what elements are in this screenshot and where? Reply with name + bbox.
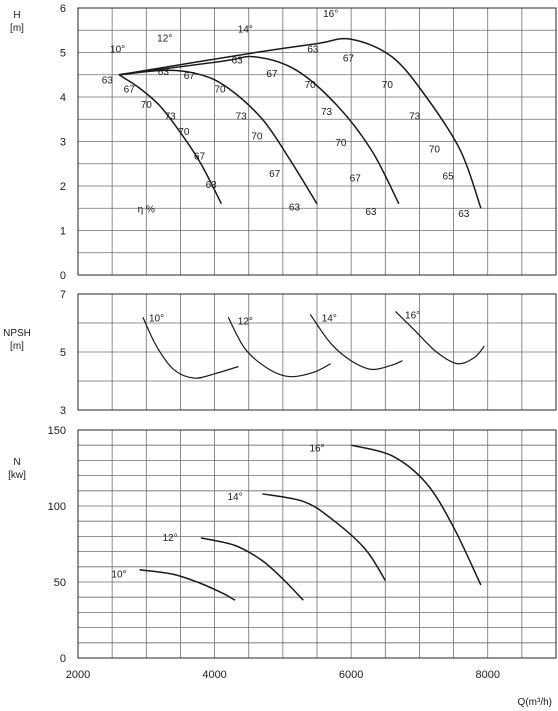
curve-annotation: 70 (214, 85, 226, 96)
x-tick-label: 2000 (66, 669, 90, 681)
curve-annotation: 14° (227, 492, 242, 503)
y-tick-label: 100 (48, 501, 66, 513)
curve-annotation: 16° (323, 9, 338, 20)
curve-annotation: 67 (269, 169, 281, 180)
panel-frame (77, 429, 557, 659)
curve-annotation: 65 (443, 171, 455, 182)
y-tick-label: 3 (60, 137, 66, 149)
curve-annotation: 63 (206, 180, 218, 191)
y-tick-label: 5 (60, 347, 66, 359)
series-line-h-0 (118, 74, 223, 205)
curve-annotation: 67 (194, 151, 206, 162)
y-tick-label: 3 (60, 405, 66, 417)
y-tick-label: 7 (60, 289, 66, 301)
curve-annotation: 67 (350, 174, 362, 185)
curve-annotation: 63 (289, 202, 301, 213)
series-line-h-3 (118, 37, 482, 209)
curve-annotation: 73 (236, 111, 248, 122)
curve-annotation: 63 (158, 67, 170, 78)
grid-layer (77, 7, 557, 659)
series-line-n-3 (350, 444, 482, 586)
series-line-n-0 (139, 569, 236, 601)
curve-annotation: 12° (163, 533, 178, 544)
series-line-npsh-3 (395, 310, 485, 365)
curve-annotation: 70 (382, 80, 394, 91)
curve-annotation: 70 (305, 80, 317, 91)
curve-annotation: 63 (102, 76, 114, 87)
curve-annotation: 67 (266, 69, 278, 80)
curve-annotation: 63 (307, 45, 319, 56)
curve-annotation: 73 (409, 111, 421, 122)
curve-annotation: 67 (343, 53, 355, 64)
curve-annotation: 16° (309, 443, 324, 454)
y-tick-label: 4 (60, 92, 66, 104)
panel-frame (77, 7, 557, 276)
y-tick-label: 1 (60, 226, 66, 238)
axis-names: H [m] NPSH [m] N [kw] Q(m³/h) (3, 10, 552, 708)
curve-annotation: 10° (111, 569, 126, 580)
y-tick-label: 5 (60, 48, 66, 60)
series-line-npsh-0 (142, 316, 239, 379)
curve-annotation: 63 (232, 56, 244, 67)
y-axis-label: N [kw] (8, 457, 26, 481)
curves-layer (118, 37, 485, 601)
curve-annotation: 67 (124, 85, 136, 96)
curve-annotation: 63 (365, 207, 377, 218)
y-tick-label: 2 (60, 181, 66, 193)
y-axis-label: H [m] (10, 10, 24, 34)
curve-annotation: 73 (321, 107, 333, 118)
series-line-h-2 (118, 55, 400, 205)
y-tick-label: 0 (60, 653, 66, 665)
curve-annotation: 12° (238, 316, 253, 327)
y-tick-label: 0 (60, 270, 66, 282)
series-line-h-1 (118, 69, 318, 205)
curve-annotation: 73 (165, 111, 177, 122)
y-tick-label: 50 (54, 577, 66, 589)
series-line-npsh-1 (227, 316, 331, 378)
curve-annotation: 10° (149, 314, 164, 325)
curve-annotation: 70 (429, 145, 441, 156)
x-axis-label: Q(m³/h) (518, 697, 552, 708)
curve-annotation: 67 (184, 71, 196, 82)
curve-annotation: 12° (157, 33, 172, 44)
series-line-n-1 (200, 537, 304, 601)
curve-annotation: 70 (251, 131, 263, 142)
curve-annotation: 70 (178, 127, 190, 138)
curve-annotation: 10° (110, 45, 125, 56)
curve-annotation: 14° (238, 24, 253, 35)
y-axis-label: NPSH [m] (3, 328, 31, 352)
curve-annotation: 70 (141, 100, 153, 111)
y-tick-label: 150 (48, 425, 66, 437)
panel-frame (77, 293, 557, 411)
x-tick-label: 6000 (339, 669, 363, 681)
curve-annotation: 63 (458, 209, 470, 220)
curve-annotation: 70 (335, 138, 347, 149)
curve-annotation: 16° (405, 311, 420, 322)
x-tick-label: 8000 (475, 669, 499, 681)
series-line-n-2 (262, 493, 386, 581)
curve-annotation: η % (138, 205, 155, 216)
panel-frames (77, 7, 557, 659)
y-tick-label: 6 (60, 3, 66, 15)
series-line-npsh-2 (309, 313, 403, 371)
curve-annotation: 14° (322, 314, 337, 325)
x-tick-label: 4000 (202, 669, 226, 681)
